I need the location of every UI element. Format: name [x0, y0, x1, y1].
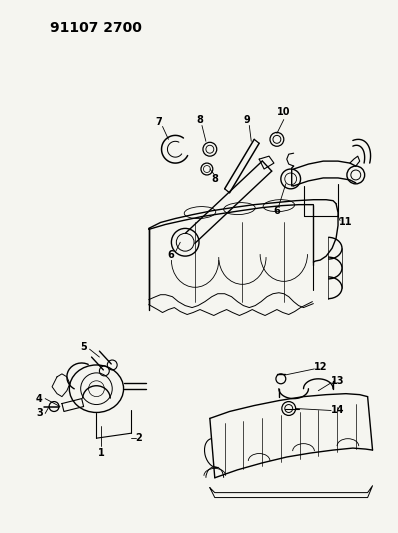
Text: 5: 5: [80, 342, 87, 352]
Text: 8: 8: [197, 115, 203, 125]
Text: 3: 3: [36, 408, 43, 418]
Text: 7: 7: [155, 117, 162, 126]
Text: 11: 11: [339, 217, 353, 228]
Text: 8: 8: [211, 174, 218, 184]
Text: 10: 10: [277, 107, 291, 117]
Text: 4: 4: [36, 393, 43, 403]
Text: 1: 1: [98, 448, 105, 458]
Text: 6: 6: [167, 250, 174, 260]
Text: 13: 13: [331, 376, 345, 386]
Text: 6: 6: [273, 206, 280, 215]
Text: 12: 12: [314, 362, 327, 372]
Text: 14: 14: [331, 406, 345, 416]
Text: 2: 2: [135, 433, 142, 443]
Text: 9: 9: [244, 115, 251, 125]
Text: 91107 2700: 91107 2700: [50, 21, 142, 35]
